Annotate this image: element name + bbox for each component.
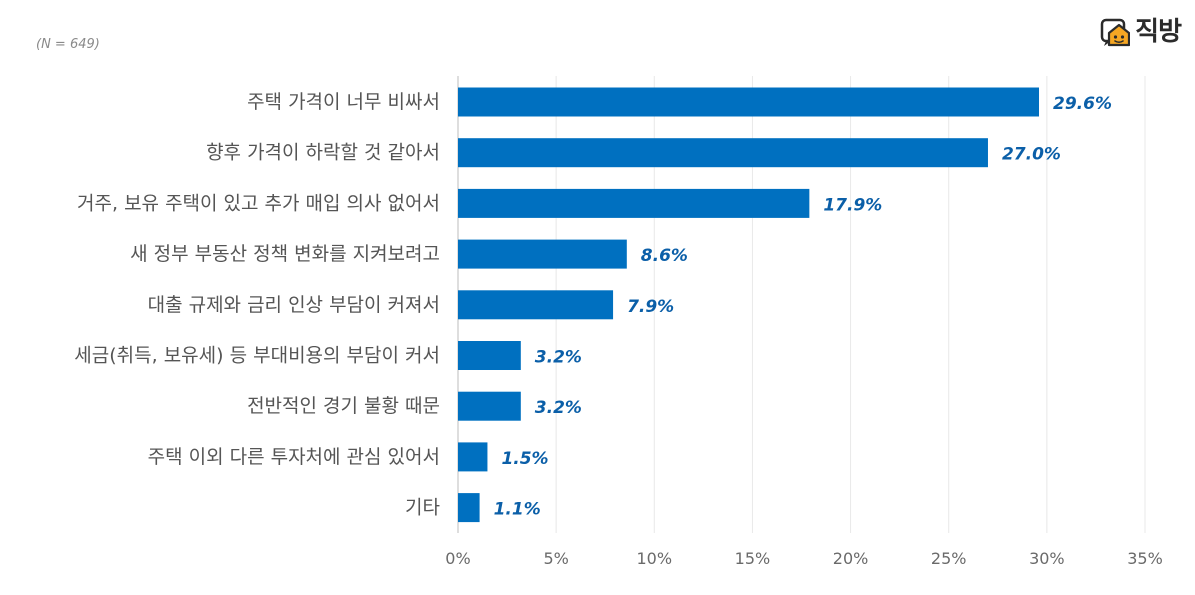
bar bbox=[458, 87, 1040, 117]
value-label: 17.9% bbox=[823, 195, 882, 215]
value-label: 29.6% bbox=[1053, 94, 1112, 114]
x-tick-label: 25% bbox=[931, 549, 967, 568]
bar bbox=[458, 188, 810, 218]
x-tick-label: 30% bbox=[1029, 549, 1065, 568]
brand-logo: 직방 bbox=[1100, 17, 1182, 47]
category-label: 향후 가격이 하락할 것 같아서 bbox=[206, 142, 440, 164]
x-tick-label: 0% bbox=[445, 549, 470, 568]
x-tick-label: 35% bbox=[1127, 549, 1163, 568]
x-tick-label: 5% bbox=[543, 549, 568, 568]
category-label: 주택 가격이 너무 비싸서 bbox=[247, 91, 440, 113]
sample-size-note: (N = 649) bbox=[36, 37, 100, 52]
value-label: 1.1% bbox=[494, 500, 541, 520]
value-label: 27.0% bbox=[1002, 145, 1061, 165]
bar bbox=[458, 239, 627, 269]
category-label: 새 정부 부동산 정책 변화를 지켜보려고 bbox=[130, 243, 440, 265]
bar bbox=[458, 138, 988, 168]
category-label: 전반적인 경기 불황 때문 bbox=[247, 395, 440, 417]
bar bbox=[458, 341, 521, 370]
value-label: 8.6% bbox=[641, 246, 688, 266]
value-label: 1.5% bbox=[501, 449, 548, 469]
bar bbox=[458, 391, 521, 421]
value-label: 7.9% bbox=[627, 297, 674, 317]
house-chat-icon bbox=[1100, 18, 1131, 47]
x-tick-label: 15% bbox=[735, 549, 771, 568]
value-labels: 29.6% 27.0% 17.9% 8.6% 7.9% 3.2% 3.2% 1.5% 1.1% bbox=[494, 94, 1112, 520]
x-tick-label: 10% bbox=[637, 549, 673, 568]
category-label: 기타 bbox=[405, 497, 440, 519]
bar bbox=[458, 493, 480, 523]
category-label: 주택 이외 다른 투자처에 관심 있어서 bbox=[148, 446, 440, 468]
x-tick-label: 20% bbox=[833, 549, 869, 568]
brand-name: 직방 bbox=[1135, 17, 1182, 47]
value-label: 3.2% bbox=[535, 398, 582, 418]
category-label: 대출 규제와 금리 인상 부담이 커져서 bbox=[148, 294, 440, 316]
category-label: 거주, 보유 주택이 있고 추가 매입 의사 없어서 bbox=[77, 192, 440, 214]
bar bbox=[458, 290, 614, 320]
x-axis-tick-labels: 0% 5% 10% 15% 20% 25% 30% 35% bbox=[445, 549, 1162, 568]
bars bbox=[458, 87, 1040, 523]
category-label: 세금(취득, 보유세) 등 부대비용의 부담이 커서 bbox=[74, 345, 440, 367]
value-label: 3.2% bbox=[535, 348, 582, 368]
bar bbox=[458, 442, 488, 472]
